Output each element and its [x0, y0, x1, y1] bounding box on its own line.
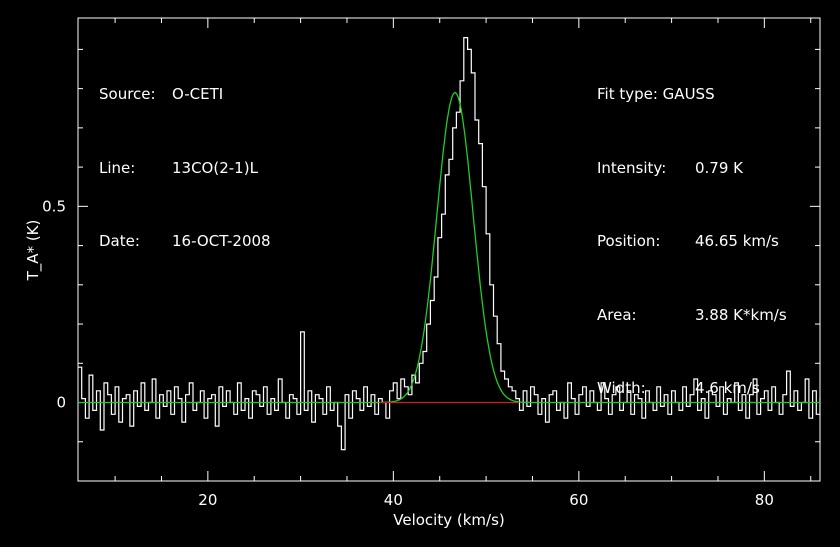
gaussian-fit-curve: [78, 92, 820, 404]
x-axis-label: Velocity (km/s): [393, 511, 504, 529]
x-tick-label: 20: [198, 491, 217, 509]
series-layer: [78, 37, 820, 451]
line-value: 13CO(2-1)L: [172, 158, 258, 177]
header-right: Fit type: GAUSS Intensity: 0.79 K Positi…: [597, 33, 787, 425]
x-tick-label: 60: [569, 491, 588, 509]
header-left: Source: O-CETI Line: 13CO(2-1)L Date: 16…: [99, 33, 271, 278]
fit-row-intensity: Intensity: 0.79 K: [597, 156, 787, 181]
area-key: Area:: [597, 305, 637, 324]
fit-row-width: Width: 4.6 km/s: [597, 376, 787, 401]
header-row-source: Source: O-CETI: [99, 82, 271, 107]
axis-ticks: [78, 18, 820, 482]
fit-row-area: Area: 3.88 K*km/s: [597, 303, 787, 328]
header-row-line: Line: 13CO(2-1)L: [99, 156, 271, 181]
y-tick-label: 0: [56, 394, 66, 412]
spectrum-histogram: [78, 37, 820, 451]
source-value: O-CETI: [172, 85, 224, 103]
width-key: Width:: [597, 379, 646, 397]
source-key: Source:: [99, 85, 156, 103]
y-tick-label: 0.5: [42, 197, 66, 215]
date-value: 16-OCT-2008: [172, 232, 271, 250]
area-value: 3.88 K*km/s: [695, 305, 787, 324]
axis-tick-labels: 20 40 60 80 0 0.5: [42, 197, 774, 509]
plot-frame: [77, 17, 821, 482]
date-key: Date:: [99, 232, 140, 250]
y-axis-label: T_A* (K): [24, 220, 43, 282]
intensity-key: Intensity:: [597, 158, 667, 177]
fit-type: Fit type: GAUSS: [597, 85, 715, 103]
fit-row-position: Position: 46.65 km/s: [597, 229, 787, 254]
x-tick-label: 80: [755, 491, 774, 509]
x-tick-label: 40: [384, 491, 403, 509]
intensity-value: 0.79 K: [695, 158, 744, 177]
header-row-date: Date: 16-OCT-2008: [99, 229, 271, 254]
width-value: 4.6 km/s: [695, 379, 760, 397]
position-key: Position:: [597, 232, 661, 250]
position-value: 46.65 km/s: [695, 232, 779, 250]
line-key: Line:: [99, 158, 136, 177]
